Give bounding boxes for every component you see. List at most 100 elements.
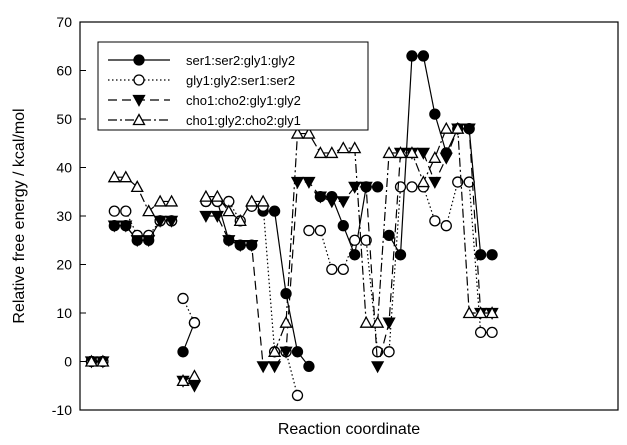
data-point (486, 326, 498, 339)
data-point (325, 196, 339, 209)
data-point (256, 361, 270, 374)
data-point (349, 234, 361, 246)
data-point (268, 205, 281, 217)
data-point (485, 306, 499, 319)
data-point (463, 176, 475, 188)
data-point (142, 235, 156, 248)
data-point (142, 204, 156, 217)
data-point (120, 205, 132, 217)
data-point (267, 361, 282, 374)
data-point (176, 374, 190, 387)
data-point (452, 176, 464, 188)
data-point (314, 224, 327, 237)
data-point (291, 389, 304, 402)
y-tick-label: 0 (64, 354, 72, 370)
data-point (406, 50, 418, 62)
legend-label: gly1:gly2:ser1:ser2 (186, 73, 295, 88)
data-point (222, 235, 236, 248)
data-point (474, 326, 487, 339)
legend-label: cho1:cho2:gly1:gly2 (186, 93, 301, 108)
data-point (303, 360, 315, 373)
data-point (279, 346, 293, 359)
data-point (382, 146, 396, 159)
data-point (313, 191, 327, 204)
legend-label: ser1:ser2:gly1:gly2 (186, 53, 295, 68)
series-line (308, 186, 402, 353)
data-point (406, 181, 418, 193)
data-point (187, 380, 202, 393)
data-point (371, 361, 385, 374)
data-point (245, 194, 259, 207)
data-point (187, 369, 202, 382)
data-point (429, 108, 441, 120)
data-point (291, 346, 304, 358)
data-point (325, 146, 339, 159)
data-point (153, 215, 167, 228)
data-point (119, 220, 133, 233)
legend-label: cho1:gly2:cho2:gly1 (186, 113, 301, 128)
data-point (394, 181, 407, 193)
y-axis-label: Relative free energy / kcal/mol (11, 108, 28, 323)
data-point (279, 315, 293, 328)
data-point (336, 196, 350, 209)
data-point (429, 215, 441, 227)
data-point (290, 126, 305, 139)
series-line (274, 152, 412, 367)
data-point (417, 50, 430, 62)
data-point (222, 204, 236, 217)
data-point (337, 263, 349, 276)
y-tick-label: 20 (56, 257, 72, 273)
data-point (428, 150, 442, 163)
data-point (336, 141, 350, 154)
data-point (108, 205, 120, 217)
y-tick-label: 10 (56, 305, 72, 321)
data-point (393, 146, 408, 159)
legend-marker (133, 74, 145, 86)
data-point (383, 346, 395, 358)
data-point (177, 292, 189, 305)
legend-marker (133, 54, 145, 66)
data-point (359, 181, 373, 194)
data-point (210, 210, 224, 223)
data-point (416, 147, 431, 160)
data-point (405, 146, 419, 159)
y-tick-label: 40 (56, 160, 72, 176)
data-point (119, 170, 133, 183)
data-point (326, 263, 338, 276)
data-point (451, 121, 465, 134)
data-point (313, 146, 327, 159)
data-point (107, 220, 121, 233)
y-tick-label: 50 (56, 111, 72, 127)
legend-marker (132, 94, 146, 107)
data-point (462, 306, 476, 319)
data-point (210, 189, 224, 202)
data-point (153, 194, 167, 207)
data-point (349, 249, 361, 261)
legend-marker (132, 113, 146, 126)
data-point (474, 249, 487, 261)
data-point (302, 126, 316, 139)
y-tick-label: 70 (56, 14, 72, 30)
data-point (233, 239, 247, 252)
legend: ser1:ser2:gly1:gly2 gly1:gly2:ser1:ser2 ch… (97, 41, 369, 131)
data-point (84, 354, 99, 367)
series-line (411, 181, 493, 333)
y-tick-label: 60 (56, 63, 72, 79)
series-layer (84, 50, 499, 402)
series-line (205, 215, 264, 367)
data-point (130, 235, 144, 248)
data-point (371, 315, 385, 328)
data-point (164, 215, 179, 228)
data-point (199, 189, 213, 202)
data-point (359, 315, 373, 328)
data-point (280, 287, 292, 300)
y-axis: -10 0 10 20 30 40 50 60 70 (52, 14, 86, 418)
data-point (416, 175, 431, 188)
y-tick-label: 30 (56, 208, 72, 224)
data-point (290, 176, 305, 189)
data-point (348, 141, 362, 154)
x-axis-label: Reaction coordinate (278, 421, 420, 438)
data-point (130, 180, 144, 193)
